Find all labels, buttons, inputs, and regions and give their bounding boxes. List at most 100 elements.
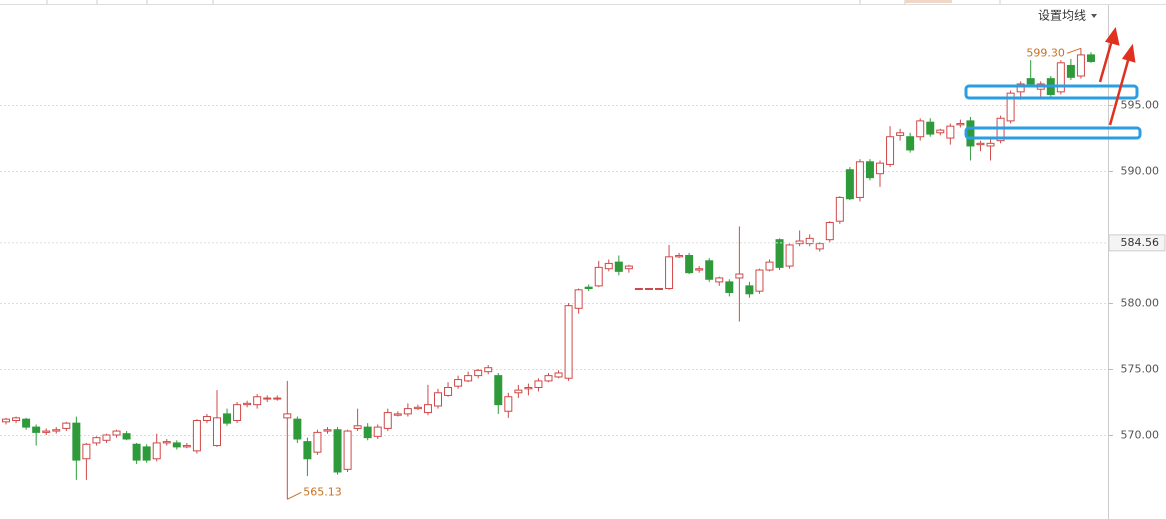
candle-body [574, 289, 583, 309]
y-tick-label: 580.00 [1121, 297, 1160, 310]
candle-body [986, 142, 995, 147]
candle-body [32, 426, 41, 433]
candle-body [112, 430, 121, 436]
arrow [1098, 27, 1136, 126]
candle-body [253, 396, 262, 406]
candle-body [403, 408, 412, 415]
candle-body [564, 305, 573, 379]
candle-body [433, 392, 442, 407]
candle-body [423, 404, 432, 414]
candle-body [926, 121, 935, 135]
candle-body [444, 387, 453, 396]
candle-body [62, 422, 71, 429]
candle-body [624, 265, 633, 270]
annotations [964, 27, 1142, 140]
candle-body [293, 418, 302, 440]
candle-body [634, 288, 643, 291]
candle-body [1006, 92, 1015, 122]
candle-body [896, 132, 905, 136]
candle-body [353, 425, 362, 429]
candle-body [1086, 54, 1095, 62]
candle-body [715, 277, 724, 283]
candle-body [1016, 83, 1025, 93]
candle-body [775, 239, 784, 268]
candle-body [273, 397, 282, 400]
candle-body [393, 413, 402, 416]
candle-body [454, 379, 463, 387]
candle-body [755, 269, 764, 292]
candle-body [705, 260, 714, 280]
candle-body [554, 372, 563, 378]
candle-body [42, 430, 51, 433]
candle-body [845, 169, 854, 200]
candle-body [665, 256, 674, 290]
candle-body [162, 441, 171, 444]
highlight-box [964, 126, 1142, 140]
candle-body [594, 266, 603, 287]
candle-body [72, 422, 81, 461]
candle-body [383, 412, 392, 429]
candle-body [725, 281, 734, 293]
candle-body [152, 442, 161, 460]
candle-body [805, 237, 814, 245]
candle-body [122, 433, 131, 440]
candle-body [484, 367, 493, 373]
candle-body [82, 443, 91, 460]
min-marker-pointer [287, 491, 302, 500]
candle-body [323, 429, 332, 432]
candle-body [263, 397, 272, 400]
candle-body [795, 240, 804, 245]
candle-body [916, 120, 925, 138]
max-marker-label: 599.30 [1026, 46, 1065, 59]
candle-body [584, 286, 593, 290]
dropdown-caret[interactable] [1091, 14, 1097, 18]
candle-body [102, 434, 111, 441]
candle-body [966, 120, 975, 147]
candle-body [182, 445, 191, 448]
candle-body [936, 129, 945, 134]
candle-body [785, 244, 794, 267]
candle-body [343, 430, 352, 470]
candle-body [976, 142, 985, 146]
candle-body [132, 443, 141, 461]
max-marker-pointer [1066, 47, 1082, 54]
last-price-box [1108, 234, 1166, 252]
candle-body [223, 413, 232, 424]
candle-body [212, 417, 221, 447]
y-tick-label: 570.00 [1121, 429, 1160, 442]
candle-body [855, 161, 864, 198]
candle-body [283, 413, 292, 419]
candle-body [172, 442, 181, 448]
candle-body [886, 136, 895, 165]
candle-body [946, 125, 955, 139]
candle-body [12, 417, 21, 421]
y-tick-label: 595.00 [1121, 99, 1160, 112]
candle-body [956, 123, 965, 126]
candle-body [865, 161, 874, 179]
candle-body [1026, 78, 1035, 85]
candle-body [2, 418, 11, 423]
candle-body [876, 162, 885, 175]
candle-body [614, 261, 623, 272]
candle-body [815, 243, 824, 250]
candle-body [494, 375, 503, 406]
candle-body [303, 441, 312, 460]
candle-body [1076, 54, 1085, 77]
plot: 570.00 575.00 580.00 590.00 595.00 584.56 599.… [0, 46, 1166, 500]
candle-body [514, 389, 523, 394]
candle-body [695, 268, 704, 271]
candle-body [906, 136, 915, 151]
candle-body [233, 404, 242, 421]
min-marker-label: 565.13 [303, 485, 342, 498]
candle-body [524, 387, 533, 390]
candle-body [675, 255, 684, 258]
ma-settings[interactable]: 设置均线 [1038, 9, 1086, 23]
highlight-box [964, 84, 1139, 100]
candle-body [333, 429, 342, 473]
candle-body [474, 369, 483, 377]
candle-body [1066, 64, 1075, 78]
candle-body [835, 196, 844, 222]
y-tick-label: 575.00 [1121, 363, 1160, 376]
